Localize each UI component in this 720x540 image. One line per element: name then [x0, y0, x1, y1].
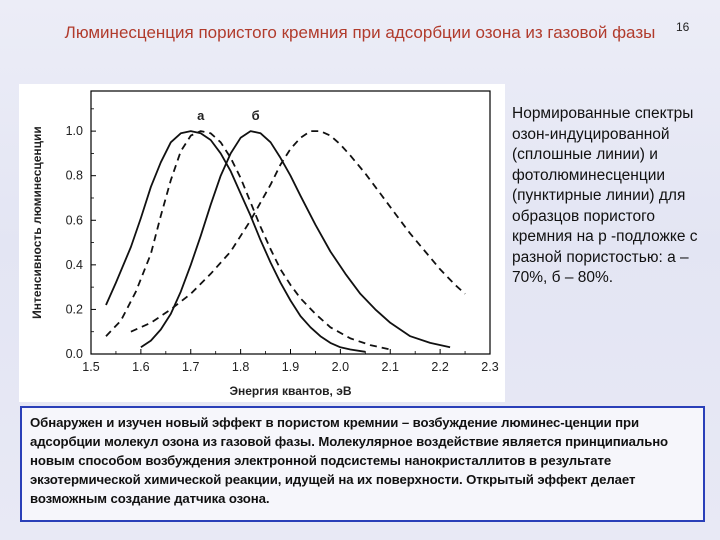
luminescence-chart: 1.5 1.6 1.7 1.8 1.9 2.0 2.1 2.2 2.3 0.0 0.2 0.4 0.6 0…	[30, 90, 499, 398]
x-axis-label: Энергия квантов, эВ	[229, 384, 351, 398]
y-tick-label: 0.2	[66, 302, 83, 316]
x-tick-label: 1.5	[82, 360, 99, 374]
series-б-solid-line	[140, 130, 451, 349]
x-tick-label: 1.6	[132, 360, 149, 374]
plot-frame	[90, 90, 491, 355]
page-number: 16	[676, 20, 690, 34]
x-tick-label: 2.0	[332, 360, 349, 374]
x-tick-label: 2.3	[481, 360, 498, 374]
series-а-solid-line	[105, 130, 366, 353]
x-tick-label: 1.7	[182, 360, 199, 374]
x-tick-label: 2.2	[431, 360, 448, 374]
x-tick-label: 1.9	[282, 360, 299, 374]
y-tick-label: 0.0	[66, 347, 83, 361]
description-box: Обнаружен и изучен новый эффект в порист…	[20, 406, 705, 522]
chart-figure: 1.5 1.6 1.7 1.8 1.9 2.0 2.1 2.2 2.3 0.0 0.2 0.4 0.6 0…	[19, 84, 505, 402]
curve-label-а: а	[197, 108, 205, 123]
y-axis-label: Интенсивность люминесценции	[30, 126, 44, 319]
y-tick-label: 0.8	[66, 169, 83, 183]
x-tick-label: 1.8	[232, 360, 249, 374]
y-tick-label: 0.4	[66, 258, 83, 272]
curve-label-б: б	[252, 108, 260, 123]
y-tick-label: 1.0	[66, 124, 83, 138]
y-tick-label: 0.6	[66, 213, 83, 227]
series-а-dashed-line	[105, 130, 391, 351]
slide-title: Люминесценция пористого кремния при адсо…	[64, 23, 656, 42]
series-б-dashed-line	[130, 130, 466, 333]
chart-caption: Нормированные спектры озон-индуцированно…	[512, 105, 698, 286]
x-tick-label: 2.1	[382, 360, 399, 374]
